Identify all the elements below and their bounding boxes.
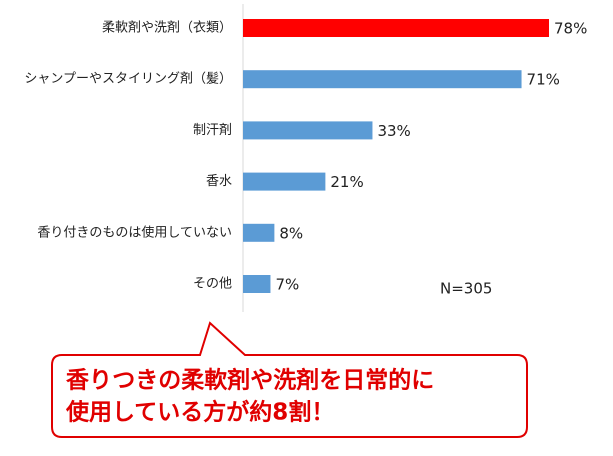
bar — [243, 70, 522, 89]
value-label: 33% — [377, 122, 410, 140]
bar — [243, 172, 326, 191]
callout-line: 使用している方が約8割！ — [65, 399, 334, 426]
category-label: 香水 — [206, 174, 232, 189]
category-label: 香り付きのものは使用していない — [37, 224, 232, 240]
annotation: N=305 — [440, 280, 492, 298]
bar — [243, 223, 275, 242]
category-label: 柔軟剤や洗剤（衣類） — [102, 20, 232, 36]
value-label: 78% — [554, 20, 587, 38]
value-label: 71% — [527, 71, 560, 89]
value-label: 8% — [279, 224, 303, 242]
category-label: 制汗剤 — [193, 122, 232, 138]
value-label: 21% — [330, 173, 363, 191]
bar — [243, 275, 271, 293]
bar — [243, 19, 549, 37]
callout-box — [51, 321, 528, 438]
category-label: その他 — [193, 277, 232, 292]
value-label: 7% — [275, 276, 299, 294]
callout-line: 香りつきの柔軟剤や洗剤を日常的に — [66, 367, 434, 394]
bar — [243, 121, 373, 140]
category-label: シャンプーやスタイリング剤（髪） — [24, 71, 232, 87]
